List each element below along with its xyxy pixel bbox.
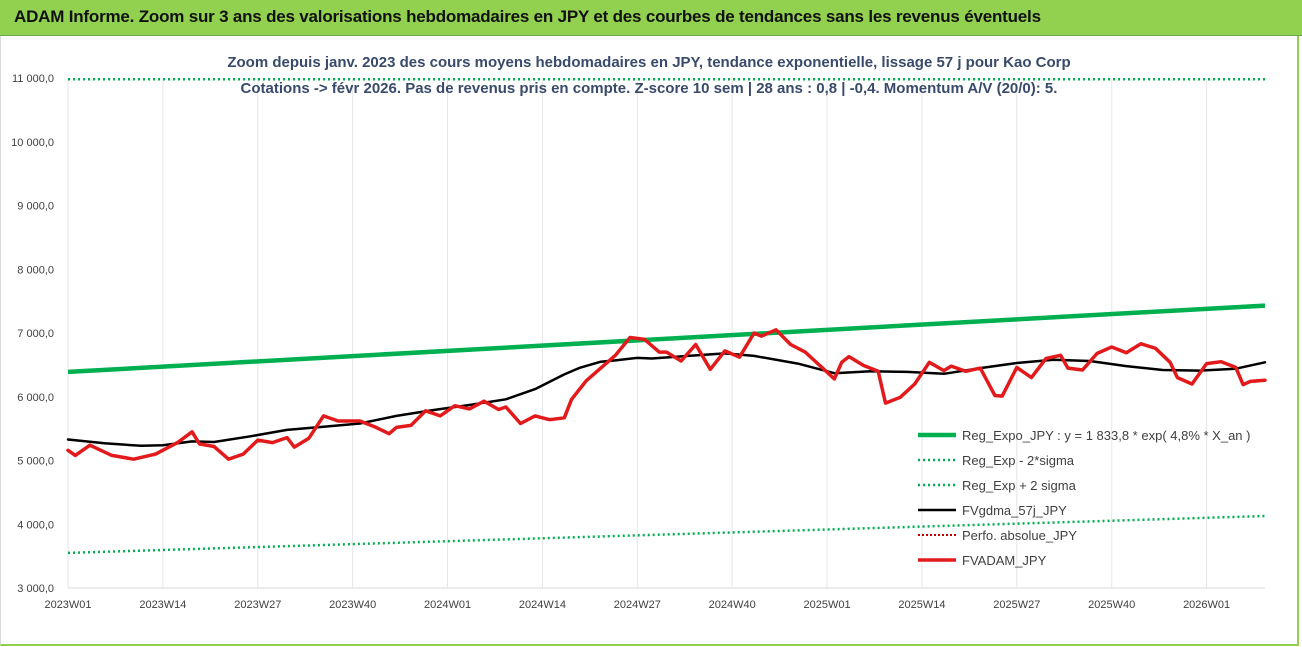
- series-line-reg-expo-jpy-y-1-833-8-exp-4-8-x-an: [67, 303, 1266, 375]
- legend-label: Perfo. absolue_JPY: [962, 528, 1077, 543]
- line-chart: Zoom depuis janv. 2023 des cours moyens …: [11, 54, 1267, 611]
- x-tick-label: 2026W01: [1183, 599, 1230, 611]
- x-axis: 2023W01 2023W14 2023W27 2023W40 2024W01 2024W…: [44, 599, 1230, 611]
- series-line-reg-exp-2-sigma: [67, 514, 1266, 555]
- x-tick-label: 2024W01: [424, 599, 471, 611]
- y-tick-label: 11 000,0: [12, 73, 54, 85]
- y-tick-label: 5 000,0: [17, 456, 54, 468]
- chart-subtitle: Cotations -> févr 2026. Pas de revenus p…: [241, 80, 1058, 97]
- x-tick-label: 2025W01: [804, 599, 851, 611]
- legend-label: Reg_Expo_JPY : y = 1 833,8 * exp( 4,8% *…: [962, 428, 1250, 443]
- chart-frame: Zoom depuis janv. 2023 des cours moyens …: [0, 36, 1299, 646]
- chart-series: [66, 78, 1267, 555]
- y-tick-label: 3 000,0: [17, 583, 54, 595]
- legend-label: Reg_Exp + 2 sigma: [962, 478, 1077, 493]
- x-tick-label: 2025W40: [1088, 599, 1135, 611]
- legend-label: FVgdma_57j_JPY: [962, 503, 1067, 518]
- legend-label: FVADAM_JPY: [962, 553, 1047, 568]
- x-tick-label: 2024W14: [519, 599, 566, 611]
- x-tick-label: 2023W14: [139, 599, 186, 611]
- report-banner: ADAM Informe. Zoom sur 3 ans des valoris…: [0, 0, 1302, 36]
- y-tick-label: 4 000,0: [17, 519, 54, 531]
- chart-legend: Reg_Expo_JPY : y = 1 833,8 * exp( 4,8% *…: [918, 428, 1250, 568]
- x-tick-label: 2024W40: [709, 599, 756, 611]
- series-line-fvgdma-57j-jpy: [66, 352, 1267, 448]
- x-tick-label: 2023W01: [44, 599, 91, 611]
- y-axis: 3 000,0 4 000,0 5 000,0 6 000,0 7 000,0 8 000…: [11, 73, 54, 595]
- x-tick-label: 2024W27: [614, 599, 661, 611]
- y-tick-label: 10 000,0: [11, 137, 54, 149]
- x-tick-label: 2025W27: [993, 599, 1040, 611]
- report-title: ADAM Informe. Zoom sur 3 ans des valoris…: [14, 7, 1041, 26]
- y-tick-label: 6 000,0: [17, 392, 54, 404]
- x-tick-label: 2025W14: [898, 599, 945, 611]
- series-line-fvadam-jpy: [66, 328, 1267, 461]
- x-tick-label: 2023W40: [329, 599, 376, 611]
- x-tick-label: 2023W27: [234, 599, 281, 611]
- legend-label: Reg_Exp - 2*sigma: [962, 453, 1075, 468]
- y-tick-label: 9 000,0: [17, 201, 54, 213]
- chart-title: Zoom depuis janv. 2023 des cours moyens …: [227, 54, 1070, 71]
- chart-grid: [67, 78, 1265, 589]
- y-tick-label: 7 000,0: [17, 328, 54, 340]
- y-tick-label: 8 000,0: [17, 264, 54, 276]
